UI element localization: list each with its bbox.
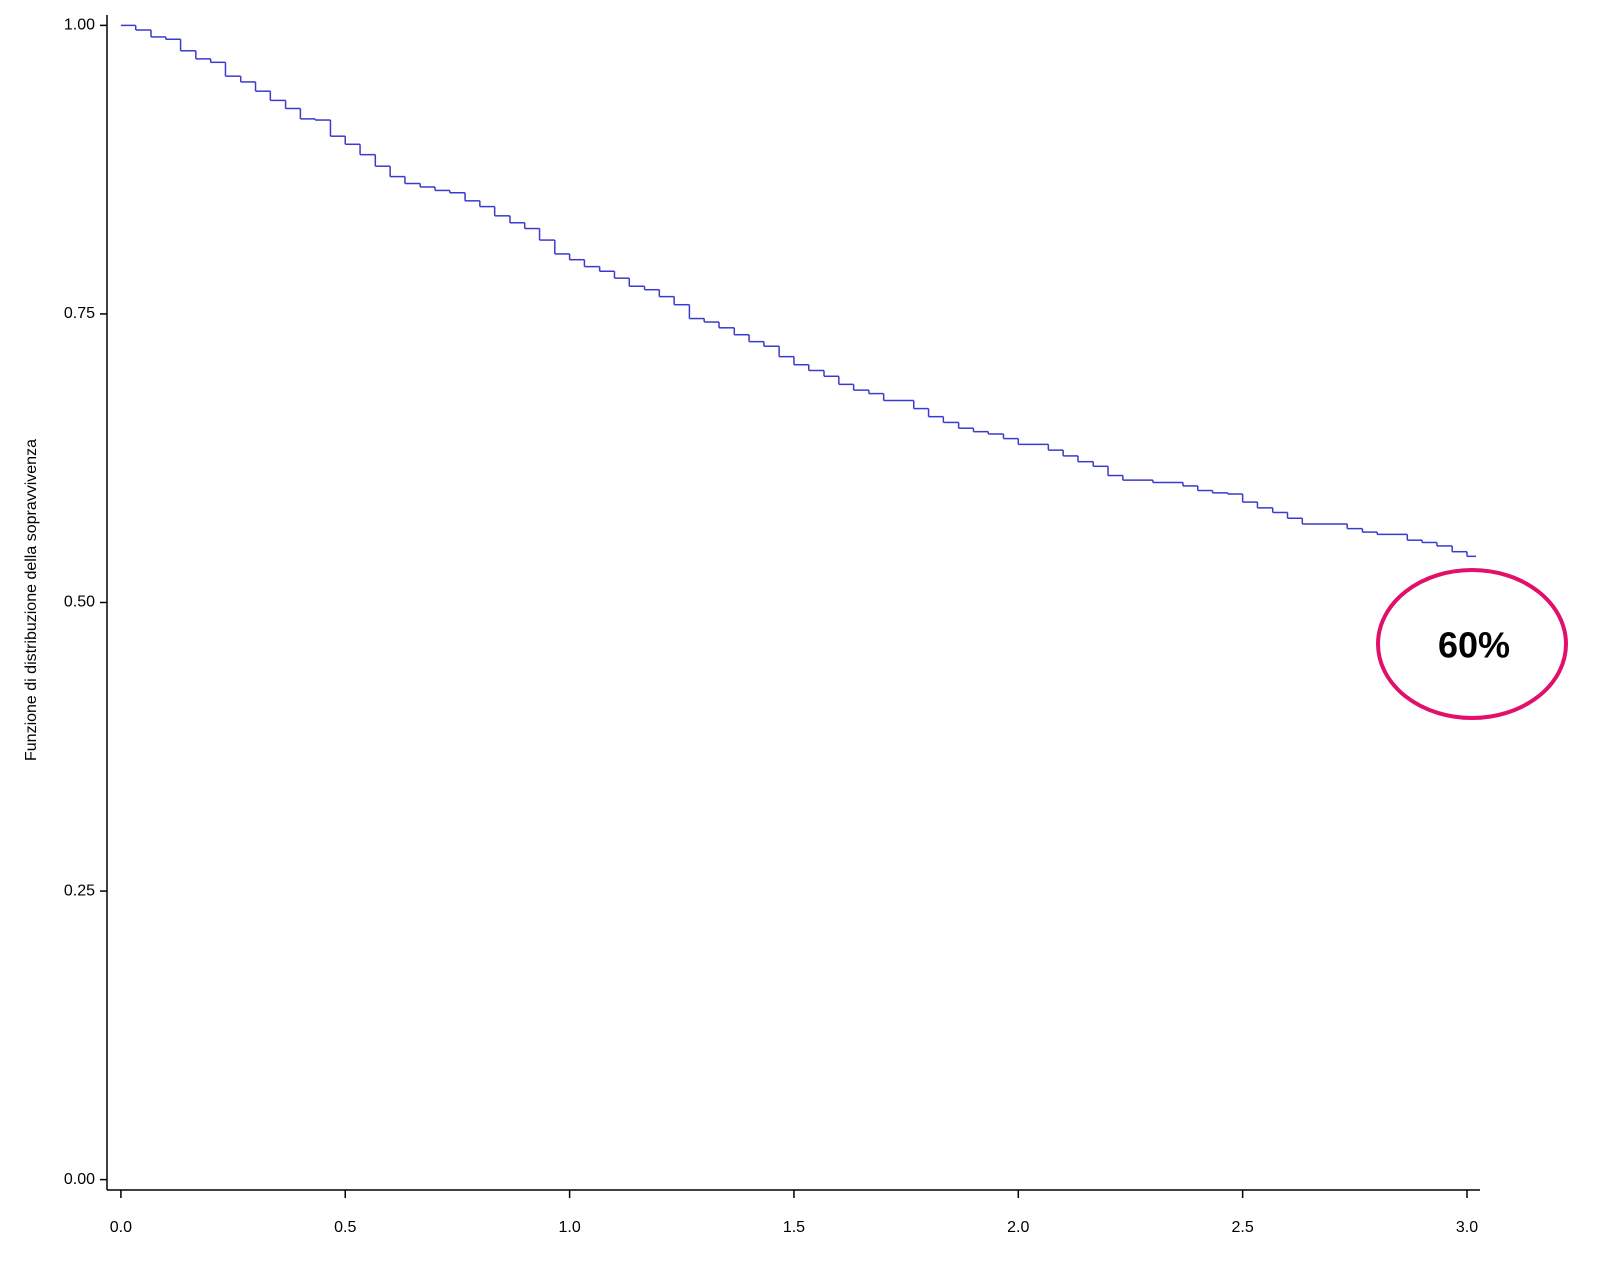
x-tick-label: 3.0: [1456, 1219, 1478, 1236]
y-tick-label: 0.25: [64, 882, 95, 899]
y-axis-label: Funzione di distribuzione della sopravvi…: [23, 439, 40, 761]
x-tick-label: 1.0: [558, 1219, 580, 1236]
x-tick-label: 2.5: [1232, 1219, 1254, 1236]
y-tick-label: 0.00: [64, 1171, 95, 1188]
annotation-circle: [1376, 568, 1568, 720]
x-tick-label: 0.0: [110, 1219, 132, 1236]
x-tick-label: 0.5: [334, 1219, 356, 1236]
x-tick-label: 1.5: [783, 1219, 805, 1236]
y-tick-label: 0.50: [64, 594, 95, 611]
y-tick-label: 1.00: [64, 17, 95, 34]
x-tick-label: 2.0: [1007, 1219, 1029, 1236]
y-tick-label: 0.75: [64, 305, 95, 322]
annotation: 60%: [1438, 625, 1510, 666]
